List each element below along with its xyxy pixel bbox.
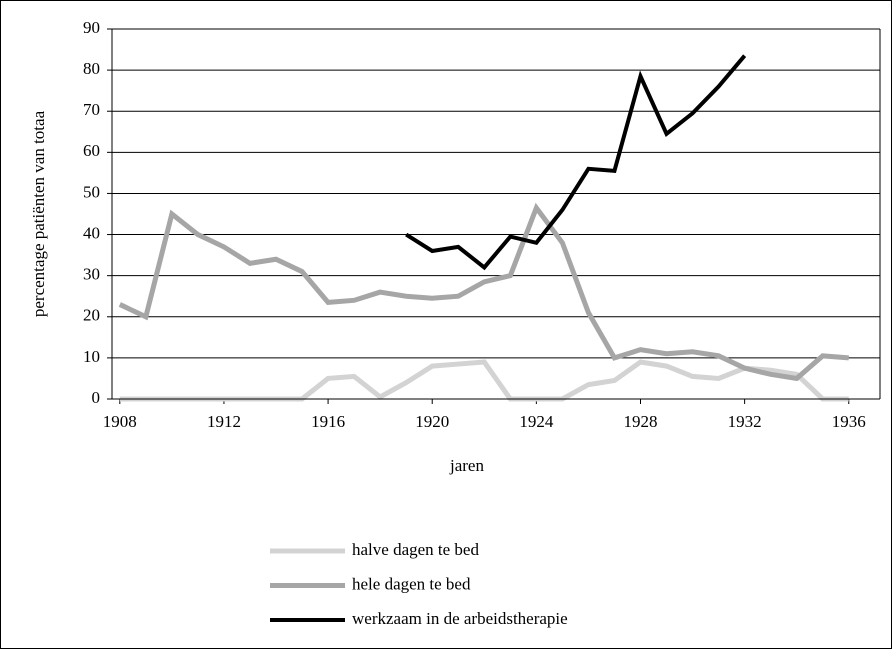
y-tick-label: 80 [83, 59, 100, 78]
x-tick-label: 1928 [623, 412, 657, 431]
series-line [405, 54, 747, 271]
y-tick-label: 0 [92, 388, 101, 407]
x-tick-label: 1932 [728, 412, 762, 431]
y-tick-label: 90 [83, 18, 100, 37]
x-tick-label: 1908 [103, 412, 137, 431]
y-tick-label: 60 [83, 141, 100, 160]
y-tick-label: 10 [83, 347, 100, 366]
legend-label: halve dagen te bed [352, 540, 479, 559]
y-tick-label: 20 [83, 306, 100, 325]
y-tick-label: 50 [83, 182, 100, 201]
y-tick-label: 40 [83, 223, 100, 242]
x-tick-label: 1916 [311, 412, 345, 431]
series-line [118, 202, 849, 382]
x-tick-label: 1936 [832, 412, 866, 431]
x-axis-label: jaren [449, 456, 484, 475]
legend-label: hele dagen te bed [352, 574, 471, 593]
y-axis-label: percentage patiënten van totaa [29, 110, 48, 317]
legend-label: werkzaam in de arbeidstherapie [352, 609, 568, 628]
y-tick-label: 70 [83, 100, 100, 119]
y-tick-label: 30 [83, 265, 100, 284]
x-tick-label: 1924 [519, 412, 554, 431]
x-tick-label: 1912 [207, 412, 241, 431]
x-tick-label: 1920 [415, 412, 449, 431]
